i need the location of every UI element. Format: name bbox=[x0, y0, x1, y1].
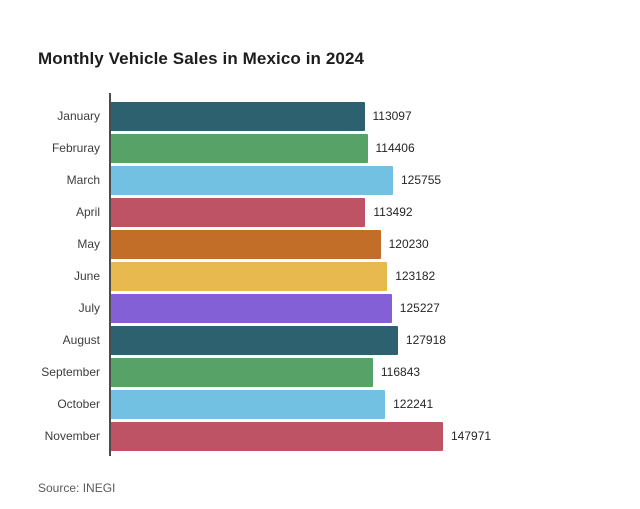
bar-track: 147971 bbox=[110, 420, 608, 452]
value-label: 116843 bbox=[380, 365, 421, 379]
bar-row: July 125227 bbox=[38, 292, 608, 324]
bar-row: May 120230 bbox=[38, 228, 608, 260]
value-label: 127918 bbox=[405, 333, 446, 347]
bar bbox=[110, 229, 381, 259]
chart-title: Monthly Vehicle Sales in Mexico in 2024 bbox=[38, 49, 365, 68]
bar bbox=[110, 421, 443, 451]
bar bbox=[110, 101, 365, 131]
bar-row: January 113097 bbox=[38, 100, 608, 132]
bar-row: August 127918 bbox=[38, 324, 608, 356]
bar-track: 113492 bbox=[110, 196, 608, 228]
bar-row: March 125755 bbox=[38, 164, 608, 196]
bar-row: October 122241 bbox=[38, 388, 608, 420]
value-label: 123182 bbox=[395, 269, 436, 283]
value-label: 113097 bbox=[372, 109, 412, 123]
value-label: 113492 bbox=[373, 205, 413, 219]
value-label: 120230 bbox=[388, 237, 429, 251]
bar bbox=[110, 197, 366, 227]
bar bbox=[110, 261, 388, 291]
bar bbox=[110, 325, 398, 355]
category-label: April bbox=[75, 205, 100, 219]
bar-row: November 147971 bbox=[38, 420, 608, 452]
value-label: 125227 bbox=[399, 301, 440, 315]
bar-track: 123182 bbox=[110, 260, 608, 292]
bar-track: 125755 bbox=[110, 164, 608, 196]
category-label: Februray bbox=[51, 141, 100, 155]
category-label: January bbox=[57, 109, 100, 123]
category-label: August bbox=[62, 333, 100, 347]
category-label: September bbox=[41, 365, 100, 379]
bar-row: June 123182 bbox=[38, 260, 608, 292]
bar-track: 127918 bbox=[110, 324, 608, 356]
bar bbox=[110, 165, 393, 195]
category-label: October bbox=[57, 397, 100, 411]
value-label: 125755 bbox=[401, 173, 442, 187]
value-label: 147971 bbox=[451, 429, 492, 443]
bar-track: 122241 bbox=[110, 388, 608, 420]
bar-track: 113097 bbox=[110, 100, 608, 132]
category-label: March bbox=[66, 173, 100, 187]
bar-rows: January 113097 Februray 114406 March 125755 Ap… bbox=[38, 100, 608, 452]
bar bbox=[110, 389, 386, 419]
bar-row: Februray 114406 bbox=[38, 132, 608, 164]
bar-track: 120230 bbox=[110, 228, 608, 260]
value-label: 122241 bbox=[393, 397, 434, 411]
category-label: May bbox=[77, 237, 100, 251]
bar-row: April 113492 bbox=[38, 196, 608, 228]
source-note: Source: INEGI bbox=[38, 481, 116, 495]
y-axis-line bbox=[109, 93, 111, 456]
category-label: June bbox=[73, 269, 100, 283]
bar-chart: January 113097 Februray 114406 March 125755 Ap… bbox=[38, 93, 608, 456]
bar-track: 114406 bbox=[110, 132, 608, 164]
bar bbox=[110, 133, 368, 163]
bar bbox=[110, 293, 392, 323]
bar-track: 116843 bbox=[110, 356, 608, 388]
bar-track: 125227 bbox=[110, 292, 608, 324]
category-label: July bbox=[78, 301, 100, 315]
bar bbox=[110, 357, 373, 387]
bar-row: September 116843 bbox=[38, 356, 608, 388]
value-label: 114406 bbox=[375, 141, 415, 155]
category-label: November bbox=[44, 429, 100, 443]
